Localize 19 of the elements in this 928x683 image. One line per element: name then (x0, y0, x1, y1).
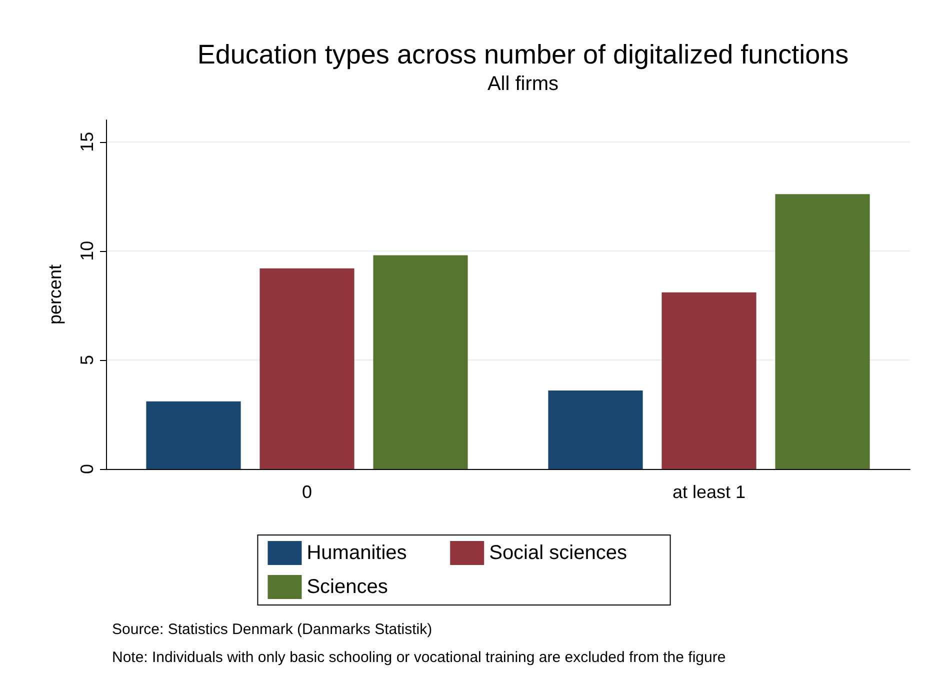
legend-label: Sciences (306, 576, 422, 598)
bar (775, 194, 870, 469)
chart-subtitle: All firms (487, 73, 559, 95)
y-tick-label: 15 (77, 132, 97, 152)
y-tick-label: 0 (77, 464, 97, 474)
x-tick-label: at least 1 (672, 482, 746, 502)
legend-label: Humanities (306, 542, 440, 564)
bar (260, 268, 354, 469)
y-axis-title: percent (45, 264, 65, 325)
source-note: Source: Statistics Denmark (Danmarks Statistik) (112, 621, 432, 638)
text: Note: Individuals with only basic schooling or vocational training are excluded from the figure (112, 649, 726, 666)
bar (548, 390, 643, 469)
chart-title: Education types across number of digitalized functions (197, 40, 849, 70)
bar (373, 255, 468, 469)
legend-label: Social sciences (489, 542, 660, 564)
y-tick-label: 10 (77, 240, 97, 261)
bar (662, 292, 756, 469)
bar (146, 401, 241, 469)
y-tick-label: 5 (77, 354, 97, 365)
